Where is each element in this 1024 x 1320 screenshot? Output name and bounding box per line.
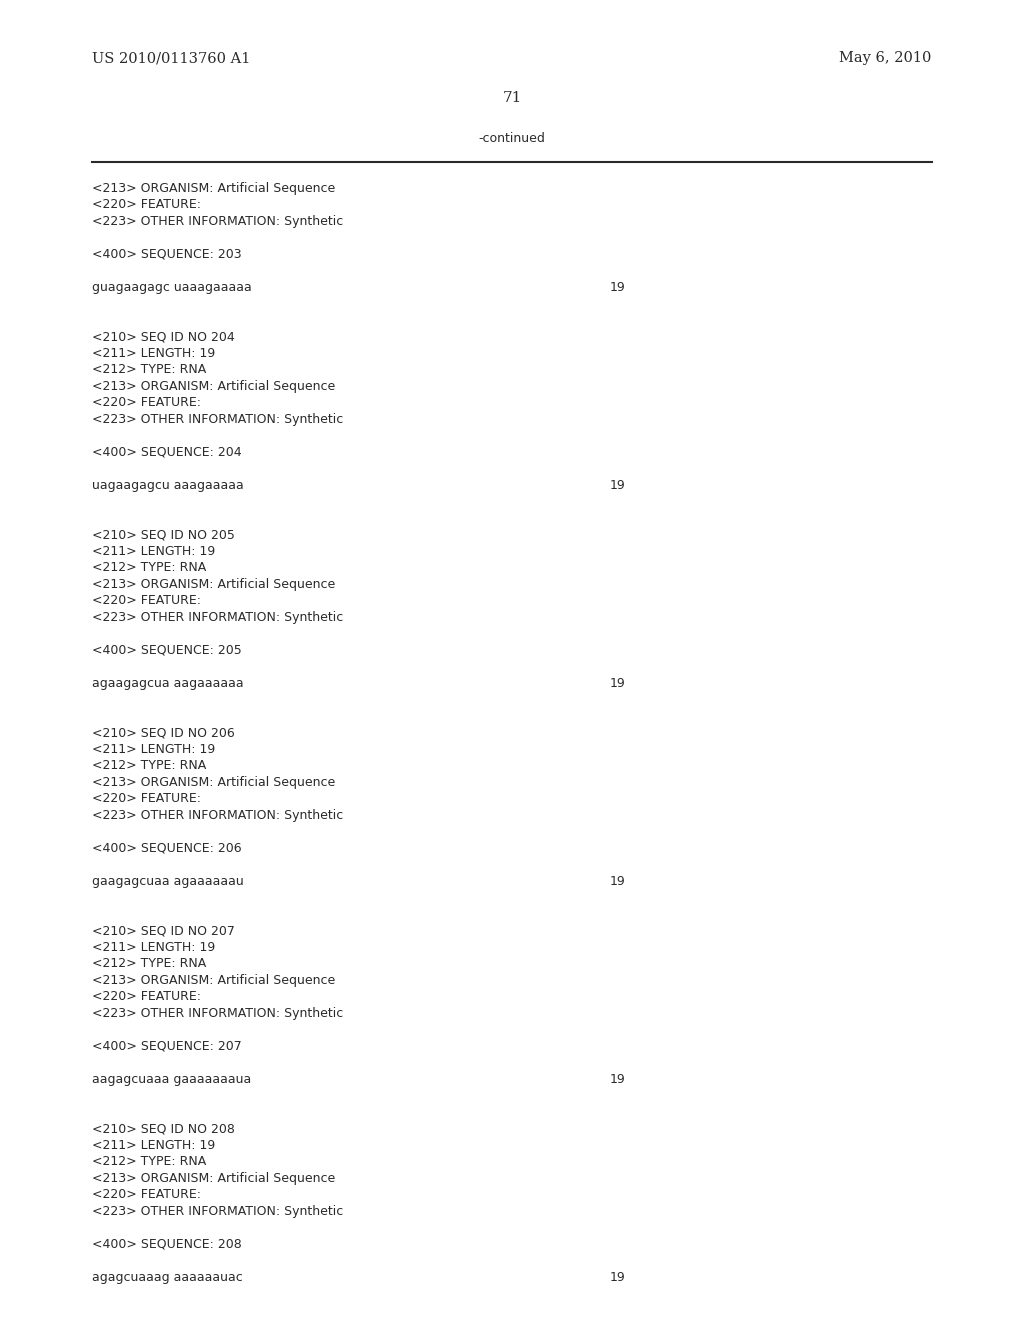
Text: <211> LENGTH: 19: <211> LENGTH: 19 bbox=[92, 941, 215, 954]
Text: gaagagcuaa agaaaaaau: gaagagcuaa agaaaaaau bbox=[92, 875, 244, 888]
Text: <213> ORGANISM: Artificial Sequence: <213> ORGANISM: Artificial Sequence bbox=[92, 380, 336, 393]
Text: <210> SEQ ID NO 207: <210> SEQ ID NO 207 bbox=[92, 924, 236, 937]
Text: 19: 19 bbox=[609, 875, 625, 888]
Text: <400> SEQUENCE: 205: <400> SEQUENCE: 205 bbox=[92, 644, 242, 657]
Text: <213> ORGANISM: Artificial Sequence: <213> ORGANISM: Artificial Sequence bbox=[92, 776, 336, 789]
Text: <223> OTHER INFORMATION: Synthetic: <223> OTHER INFORMATION: Synthetic bbox=[92, 809, 343, 822]
Text: <400> SEQUENCE: 203: <400> SEQUENCE: 203 bbox=[92, 248, 242, 261]
Text: <213> ORGANISM: Artificial Sequence: <213> ORGANISM: Artificial Sequence bbox=[92, 974, 336, 987]
Text: US 2010/0113760 A1: US 2010/0113760 A1 bbox=[92, 51, 251, 65]
Text: 19: 19 bbox=[609, 281, 625, 294]
Text: <213> ORGANISM: Artificial Sequence: <213> ORGANISM: Artificial Sequence bbox=[92, 1172, 336, 1185]
Text: <220> FEATURE:: <220> FEATURE: bbox=[92, 198, 201, 211]
Text: aagagcuaaa gaaaaaaaua: aagagcuaaa gaaaaaaaua bbox=[92, 1073, 252, 1086]
Text: <212> TYPE: RNA: <212> TYPE: RNA bbox=[92, 759, 207, 772]
Text: 19: 19 bbox=[609, 677, 625, 690]
Text: <400> SEQUENCE: 207: <400> SEQUENCE: 207 bbox=[92, 1040, 242, 1053]
Text: <220> FEATURE:: <220> FEATURE: bbox=[92, 396, 201, 409]
Text: <211> LENGTH: 19: <211> LENGTH: 19 bbox=[92, 545, 215, 558]
Text: 19: 19 bbox=[609, 1271, 625, 1284]
Text: <210> SEQ ID NO 206: <210> SEQ ID NO 206 bbox=[92, 726, 234, 739]
Text: <400> SEQUENCE: 208: <400> SEQUENCE: 208 bbox=[92, 1238, 242, 1251]
Text: May 6, 2010: May 6, 2010 bbox=[840, 51, 932, 65]
Text: <213> ORGANISM: Artificial Sequence: <213> ORGANISM: Artificial Sequence bbox=[92, 578, 336, 591]
Text: <212> TYPE: RNA: <212> TYPE: RNA bbox=[92, 1155, 207, 1168]
Text: <223> OTHER INFORMATION: Synthetic: <223> OTHER INFORMATION: Synthetic bbox=[92, 611, 343, 624]
Text: <210> SEQ ID NO 205: <210> SEQ ID NO 205 bbox=[92, 528, 236, 541]
Text: <210> SEQ ID NO 208: <210> SEQ ID NO 208 bbox=[92, 1122, 236, 1135]
Text: -continued: -continued bbox=[478, 132, 546, 145]
Text: <212> TYPE: RNA: <212> TYPE: RNA bbox=[92, 957, 207, 970]
Text: <223> OTHER INFORMATION: Synthetic: <223> OTHER INFORMATION: Synthetic bbox=[92, 1007, 343, 1020]
Text: <223> OTHER INFORMATION: Synthetic: <223> OTHER INFORMATION: Synthetic bbox=[92, 215, 343, 228]
Text: guagaagagc uaaagaaaaa: guagaagagc uaaagaaaaa bbox=[92, 281, 252, 294]
Text: <223> OTHER INFORMATION: Synthetic: <223> OTHER INFORMATION: Synthetic bbox=[92, 1205, 343, 1218]
Text: <211> LENGTH: 19: <211> LENGTH: 19 bbox=[92, 743, 215, 756]
Text: <212> TYPE: RNA: <212> TYPE: RNA bbox=[92, 561, 207, 574]
Text: <212> TYPE: RNA: <212> TYPE: RNA bbox=[92, 363, 207, 376]
Text: <211> LENGTH: 19: <211> LENGTH: 19 bbox=[92, 347, 215, 360]
Text: <400> SEQUENCE: 204: <400> SEQUENCE: 204 bbox=[92, 446, 242, 459]
Text: <220> FEATURE:: <220> FEATURE: bbox=[92, 792, 201, 805]
Text: agagcuaaag aaaaaauac: agagcuaaag aaaaaauac bbox=[92, 1271, 243, 1284]
Text: <213> ORGANISM: Artificial Sequence: <213> ORGANISM: Artificial Sequence bbox=[92, 182, 336, 195]
Text: <220> FEATURE:: <220> FEATURE: bbox=[92, 990, 201, 1003]
Text: <223> OTHER INFORMATION: Synthetic: <223> OTHER INFORMATION: Synthetic bbox=[92, 413, 343, 426]
Text: <210> SEQ ID NO 204: <210> SEQ ID NO 204 bbox=[92, 330, 234, 343]
Text: agaagagcua aagaaaaaa: agaagagcua aagaaaaaa bbox=[92, 677, 244, 690]
Text: <400> SEQUENCE: 206: <400> SEQUENCE: 206 bbox=[92, 842, 242, 855]
Text: uagaagagcu aaagaaaaa: uagaagagcu aaagaaaaa bbox=[92, 479, 244, 492]
Text: 71: 71 bbox=[503, 91, 521, 106]
Text: <220> FEATURE:: <220> FEATURE: bbox=[92, 594, 201, 607]
Text: 19: 19 bbox=[609, 479, 625, 492]
Text: 19: 19 bbox=[609, 1073, 625, 1086]
Text: <211> LENGTH: 19: <211> LENGTH: 19 bbox=[92, 1139, 215, 1152]
Text: <220> FEATURE:: <220> FEATURE: bbox=[92, 1188, 201, 1201]
